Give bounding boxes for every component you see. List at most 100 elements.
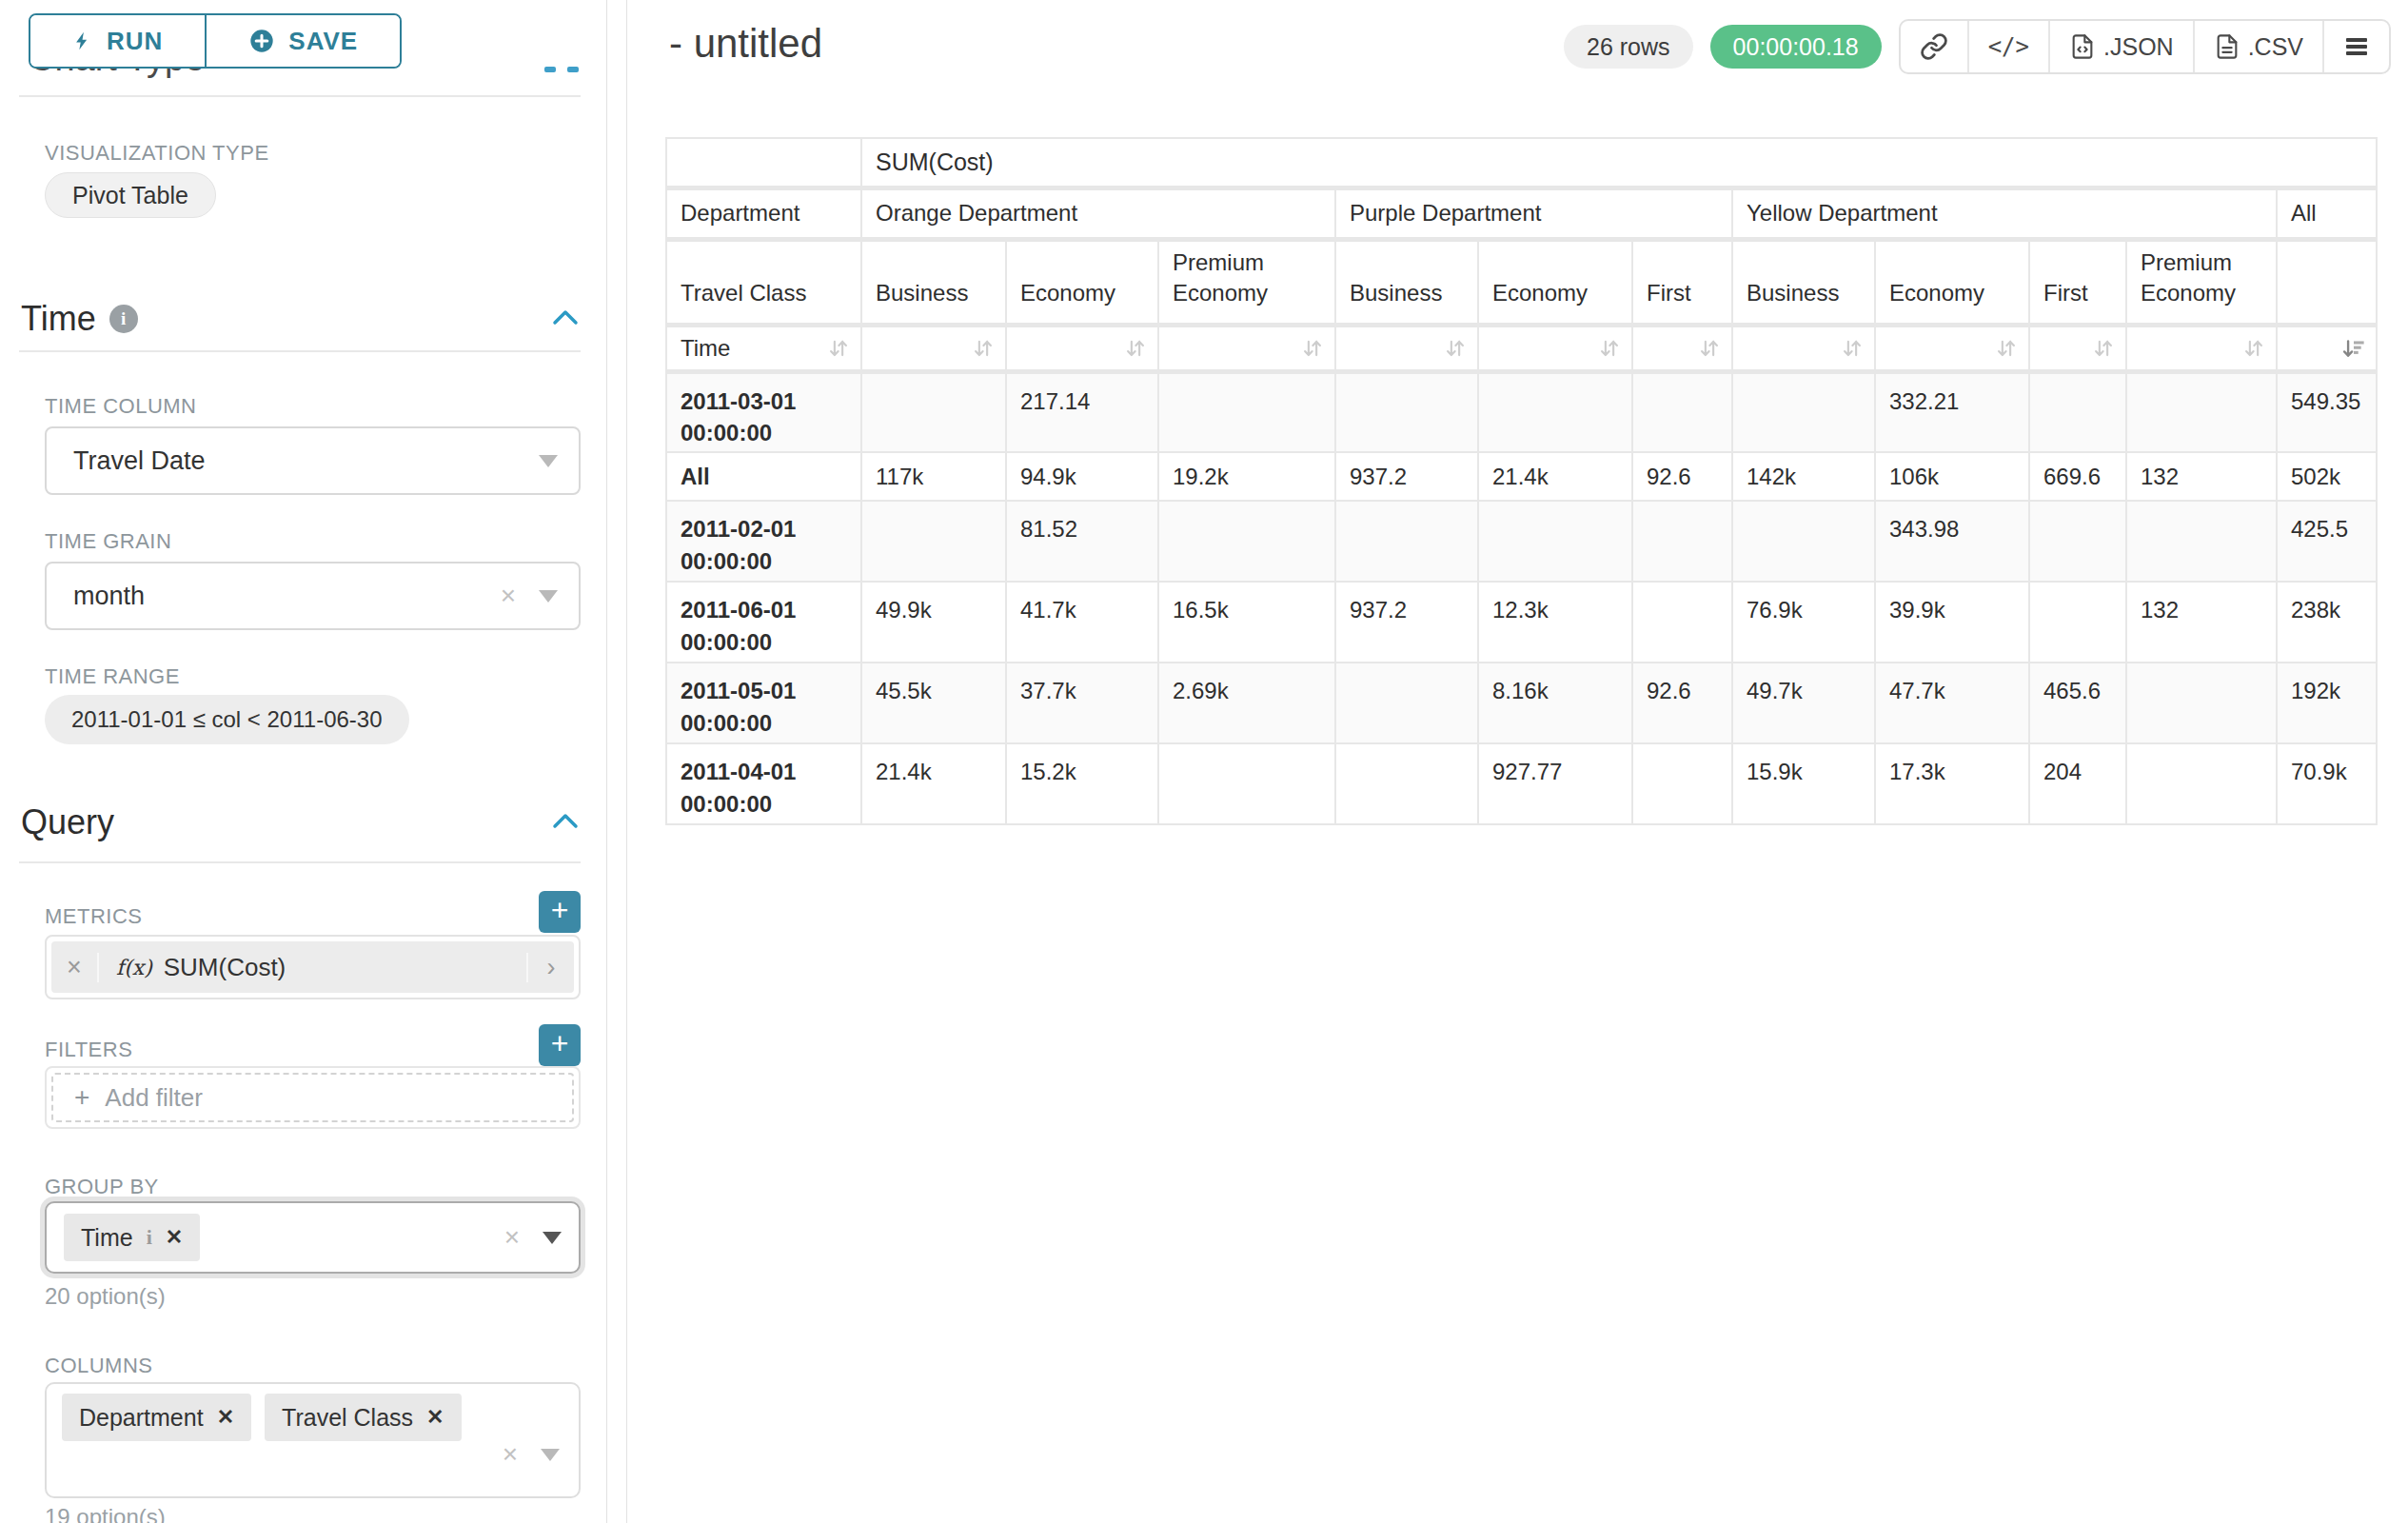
chart-title[interactable]: - untitled bbox=[669, 21, 822, 67]
sort-icon bbox=[826, 336, 851, 361]
remove-tag-icon[interactable]: ✕ bbox=[217, 1405, 234, 1430]
sort-control[interactable] bbox=[2241, 336, 2266, 361]
sort-control[interactable] bbox=[1697, 336, 1722, 361]
time-column-select[interactable]: Travel Date bbox=[45, 426, 581, 495]
pivot-sort-cell[interactable] bbox=[1632, 325, 1732, 371]
columns-options-count: 19 option(s) bbox=[45, 1504, 166, 1523]
pivot-sort-cell[interactable] bbox=[2277, 325, 2377, 371]
sort-control[interactable] bbox=[2091, 336, 2116, 361]
clear-icon[interactable]: × bbox=[503, 1439, 518, 1470]
pivot-value-cell bbox=[1158, 371, 1335, 452]
pivot-value-cell: 70.9k bbox=[2277, 743, 2377, 824]
export-json-button[interactable]: .JSON bbox=[2048, 21, 2193, 72]
pivot-row-label: 2011-06-01 00:00:00 bbox=[666, 582, 861, 663]
chevron-down-icon bbox=[541, 1449, 560, 1461]
pivot-table-container: SUM(Cost)DepartmentOrange DepartmentPurp… bbox=[665, 137, 2378, 825]
pivot-value-cell: 343.98 bbox=[1875, 501, 2029, 582]
clear-icon[interactable]: × bbox=[501, 581, 516, 611]
export-json-label: .JSON bbox=[2103, 33, 2174, 61]
sort-control[interactable] bbox=[826, 336, 851, 361]
pivot-sort-cell[interactable] bbox=[1478, 325, 1632, 371]
export-csv-button[interactable]: .CSV bbox=[2193, 21, 2322, 72]
sort-control[interactable] bbox=[2341, 336, 2366, 361]
pivot-value-cell: 927.77 bbox=[1478, 743, 1632, 824]
sort-icon bbox=[1697, 336, 1722, 361]
columns-tag-label: Department bbox=[79, 1404, 204, 1432]
panel-resize-gutter[interactable] bbox=[606, 0, 627, 1523]
pivot-value-cell: 21.4k bbox=[861, 743, 1006, 824]
time-grain-select[interactable]: month × bbox=[45, 562, 581, 630]
metric-pill[interactable]: × f(x) SUM(Cost) › bbox=[51, 941, 574, 993]
save-button[interactable]: SAVE bbox=[205, 15, 400, 67]
pivot-sort-cell[interactable] bbox=[861, 325, 1006, 371]
add-filter-plus-button[interactable]: + bbox=[539, 1024, 581, 1066]
group-by-select[interactable]: Time i ✕ × bbox=[45, 1201, 581, 1274]
add-metric-button[interactable]: + bbox=[539, 891, 581, 933]
columns-label: COLUMNS bbox=[45, 1354, 153, 1378]
pivot-sort-cell[interactable] bbox=[1006, 325, 1158, 371]
pivot-value-cell: 49.7k bbox=[1732, 663, 1875, 743]
sort-control[interactable] bbox=[1994, 336, 2019, 361]
pivot-sort-cell[interactable] bbox=[2029, 325, 2126, 371]
time-range-pill[interactable]: 2011-01-01 ≤ col < 2011-06-30 bbox=[45, 695, 409, 744]
pivot-sort-cell[interactable] bbox=[1335, 325, 1478, 371]
sort-control[interactable] bbox=[1300, 336, 1325, 361]
pivot-value-cell: 238k bbox=[2277, 582, 2377, 663]
remove-tag-icon[interactable]: ✕ bbox=[426, 1405, 444, 1430]
sort-descending-icon bbox=[2341, 336, 2366, 361]
query-section-header[interactable]: Query bbox=[21, 802, 114, 842]
export-csv-label: .CSV bbox=[2248, 33, 2303, 61]
embed-code-button[interactable]: </> bbox=[1967, 21, 2048, 72]
pivot-value-cell: 41.7k bbox=[1006, 582, 1158, 663]
columns-tag: Travel Class ✕ bbox=[265, 1394, 461, 1441]
collapse-time-section[interactable] bbox=[552, 308, 581, 329]
pivot-data-row: 2011-03-01 00:00:00217.14332.21549.35 bbox=[666, 371, 2377, 452]
pivot-value-cell: 92.6 bbox=[1632, 663, 1732, 743]
bolt-icon bbox=[72, 27, 93, 55]
remove-metric-icon[interactable]: × bbox=[51, 953, 99, 982]
pivot-value-cell bbox=[861, 371, 1006, 452]
pivot-class-header: Economy bbox=[1875, 239, 2029, 325]
pivot-sort-cell[interactable] bbox=[2126, 325, 2277, 371]
run-button-label: RUN bbox=[107, 27, 163, 56]
sort-control[interactable] bbox=[971, 336, 996, 361]
csv-file-icon bbox=[2214, 32, 2240, 61]
pivot-value-cell: 94.9k bbox=[1006, 452, 1158, 501]
pivot-time-dim-header[interactable]: Time bbox=[666, 325, 861, 371]
pivot-value-cell: 465.6 bbox=[2029, 663, 2126, 743]
collapse-query-section[interactable] bbox=[552, 812, 581, 833]
pivot-value-cell bbox=[2126, 743, 2277, 824]
time-section-header[interactable]: Time i bbox=[21, 299, 138, 339]
add-filter-button[interactable]: + Add filter bbox=[51, 1073, 574, 1122]
visualization-type-pill[interactable]: Pivot Table bbox=[45, 172, 216, 218]
sort-icon bbox=[1300, 336, 1325, 361]
export-button-group: </> .JSON .CSV bbox=[1899, 19, 2391, 74]
clear-icon[interactable]: × bbox=[504, 1222, 520, 1253]
info-icon: i bbox=[147, 1225, 152, 1250]
sort-icon bbox=[1443, 336, 1468, 361]
pivot-value-cell bbox=[2029, 582, 2126, 663]
pivot-row-label: 2011-05-01 00:00:00 bbox=[666, 663, 861, 743]
pivot-sort-cell[interactable] bbox=[1875, 325, 2029, 371]
chevron-right-icon[interactable]: › bbox=[526, 953, 574, 982]
pivot-sort-cell[interactable] bbox=[1158, 325, 1335, 371]
copy-link-button[interactable] bbox=[1901, 21, 1967, 72]
sort-control[interactable] bbox=[1123, 336, 1148, 361]
sort-control[interactable] bbox=[1443, 336, 1468, 361]
sort-control[interactable] bbox=[1840, 336, 1865, 361]
time-column-label: TIME COLUMN bbox=[45, 394, 197, 419]
columns-select[interactable]: Department ✕ Travel Class ✕ × bbox=[45, 1382, 581, 1498]
menu-button[interactable] bbox=[2322, 21, 2389, 72]
pivot-value-cell: 117k bbox=[861, 452, 1006, 501]
pivot-value-cell: 37.7k bbox=[1006, 663, 1158, 743]
sort-control[interactable] bbox=[1597, 336, 1622, 361]
pivot-sort-cell[interactable] bbox=[1732, 325, 1875, 371]
pivot-row-label: 2011-02-01 00:00:00 bbox=[666, 501, 861, 582]
panel-icon-fragment bbox=[567, 67, 579, 72]
pivot-data-row: 2011-05-01 00:00:0045.5k37.7k2.69k8.16k9… bbox=[666, 663, 2377, 743]
columns-tag-label: Travel Class bbox=[282, 1404, 413, 1432]
remove-tag-icon[interactable]: ✕ bbox=[166, 1225, 183, 1250]
run-button[interactable]: RUN bbox=[30, 15, 205, 67]
pivot-value-cell: 549.35 bbox=[2277, 371, 2377, 452]
add-filter-label: Add filter bbox=[105, 1083, 203, 1113]
